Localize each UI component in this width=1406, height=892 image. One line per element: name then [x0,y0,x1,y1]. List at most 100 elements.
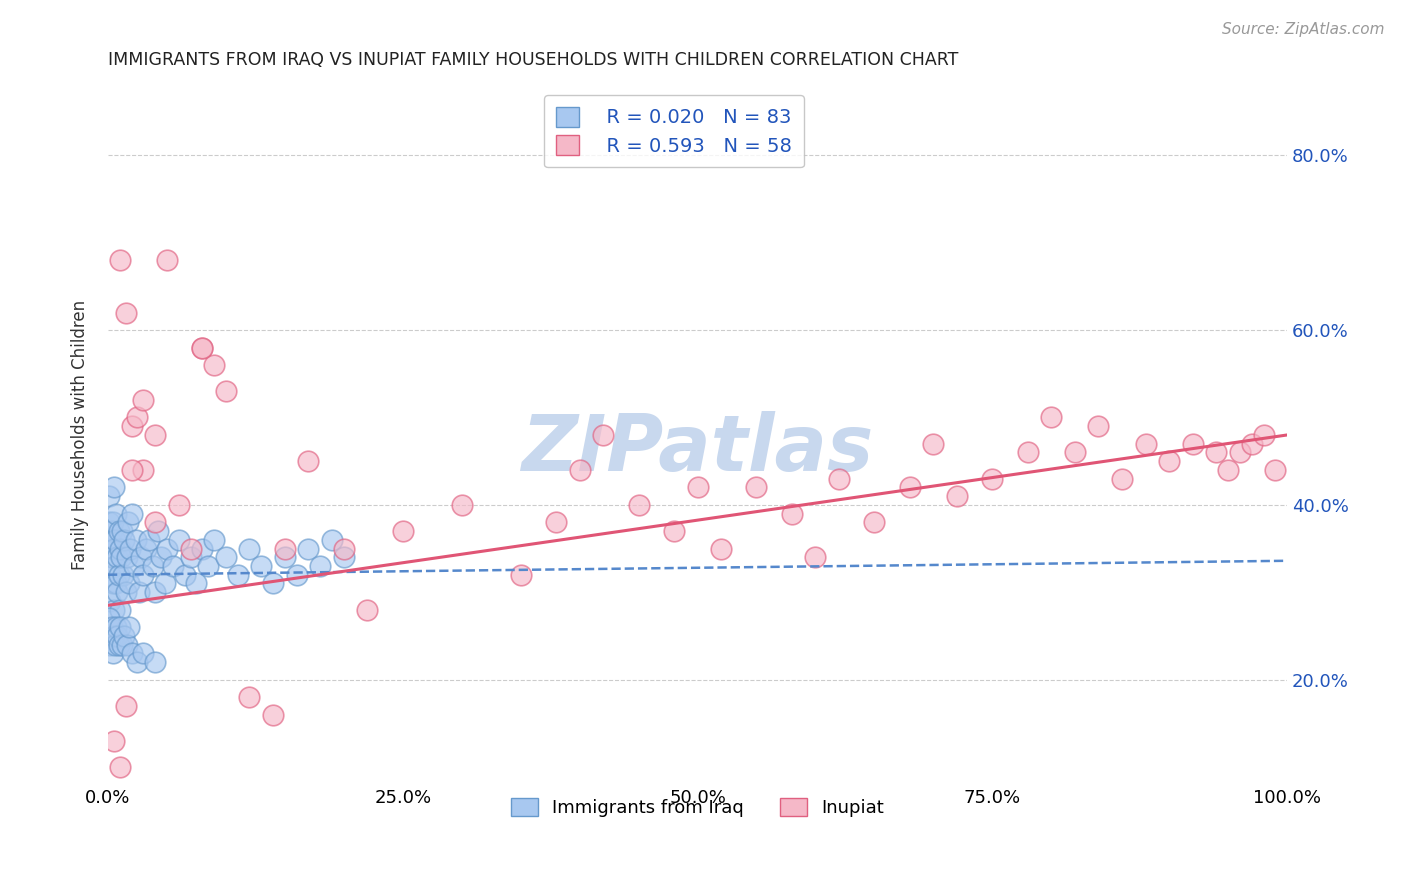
Point [1063,445,1085,459]
Point [143,655,166,669]
Point [105,620,128,634]
Point [143,585,166,599]
Point [108,603,131,617]
Point [121,646,143,660]
Point [356,603,378,617]
Point [191,541,214,556]
Point [129,550,152,565]
Point [146,524,169,538]
Point [180,541,202,556]
Point [107,638,129,652]
Point [285,567,308,582]
Point [121,507,143,521]
Point [191,341,214,355]
Point [780,507,803,521]
Point [138,533,160,547]
Point [202,533,225,547]
Point [391,524,413,538]
Point [104,533,127,547]
Point [143,428,166,442]
Point [100,620,122,634]
Point [450,498,472,512]
Point [922,436,945,450]
Point [101,516,124,530]
Point [100,550,122,565]
Point [114,629,136,643]
Point [125,533,148,547]
Point [898,480,921,494]
Point [662,524,685,538]
Point [115,638,138,652]
Point [804,550,827,565]
Point [98,638,121,652]
Point [114,698,136,713]
Point [111,638,134,652]
Text: Source: ZipAtlas.com: Source: ZipAtlas.com [1222,22,1385,37]
Point [238,541,260,556]
Point [132,463,155,477]
Point [745,480,768,494]
Point [333,541,356,556]
Point [1087,419,1109,434]
Point [121,463,143,477]
Point [946,489,969,503]
Point [156,541,179,556]
Point [226,567,249,582]
Point [103,541,125,556]
Point [114,585,136,599]
Point [107,567,129,582]
Point [118,576,141,591]
Point [544,516,567,530]
Point [1240,436,1263,450]
Point [107,550,129,565]
Point [1181,436,1204,450]
Point [828,472,851,486]
Point [108,760,131,774]
Point [173,567,195,582]
Point [156,253,179,268]
Point [1264,463,1286,477]
Point [112,567,135,582]
Point [135,541,157,556]
Point [143,516,166,530]
Point [132,392,155,407]
Point [98,533,121,547]
Point [101,646,124,660]
Point [108,541,131,556]
Point [238,690,260,704]
Point [1135,436,1157,450]
Point [132,646,155,660]
Point [1229,445,1251,459]
Point [162,559,184,574]
Point [128,585,150,599]
Point [197,559,219,574]
Text: IMMIGRANTS FROM IRAQ VS INUPIAT FAMILY HOUSEHOLDS WITH CHILDREN CORRELATION CHAR: IMMIGRANTS FROM IRAQ VS INUPIAT FAMILY H… [108,51,959,69]
Point [191,341,214,355]
Point [1017,445,1039,459]
Point [110,550,132,565]
Point [215,384,238,399]
Point [98,541,121,556]
Point [863,516,886,530]
Point [107,585,129,599]
Point [115,550,138,565]
Point [202,358,225,372]
Point [274,550,297,565]
Point [167,498,190,512]
Point [98,516,121,530]
Point [297,541,319,556]
Point [103,603,125,617]
Point [627,498,650,512]
Text: ZIPatlas: ZIPatlas [522,411,873,487]
Point [1205,445,1227,459]
Point [568,463,591,477]
Point [150,550,173,565]
Point [104,559,127,574]
Point [180,550,202,565]
Point [686,480,709,494]
Point [98,611,121,625]
Point [120,541,142,556]
Point [105,576,128,591]
Point [186,576,208,591]
Point [142,559,165,574]
